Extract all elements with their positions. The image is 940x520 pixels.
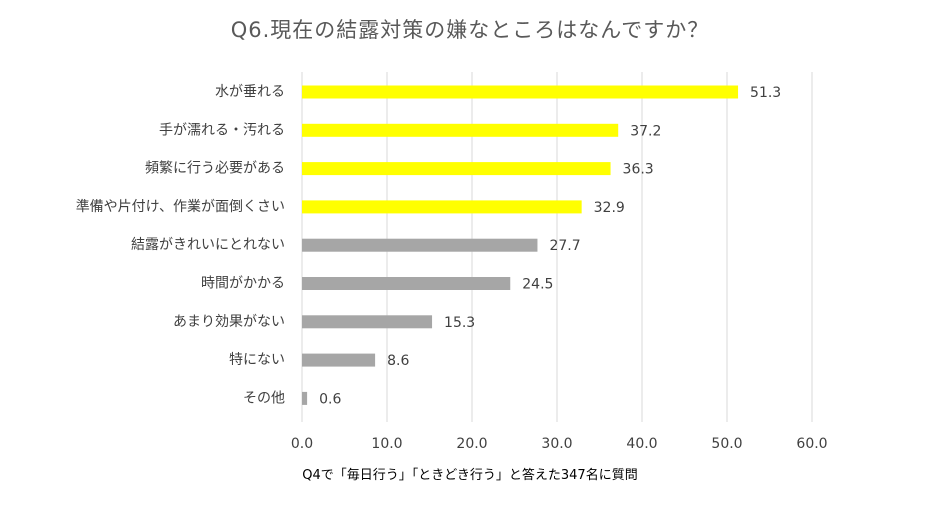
chart-footnote: Q4で「毎日行う」「ときどき行う」と答えた347名に質問 [302,468,638,483]
x-tick-label: 20.0 [456,436,487,452]
bar [302,353,376,367]
data-label: 8.6 [387,353,409,369]
data-label: 36.3 [623,162,654,178]
category-label: 頻繁に行う必要がある [145,161,285,177]
x-tick-label: 40.0 [626,436,657,452]
category-label: 手が濡れる・汚れる [159,122,285,138]
bar [302,238,538,252]
data-label: 24.5 [522,277,553,293]
bar [302,391,308,405]
data-label: 0.6 [319,391,341,407]
category-label: あまり効果がない [173,314,285,330]
x-tick-label: 50.0 [711,436,742,452]
bar [302,200,582,214]
chart-title: Q6.現在の結露対策の嫌なところはなんですか？ [230,18,710,42]
category-label: 結露がきれいにとれない [131,237,285,253]
category-label: 水が垂れる [215,84,285,100]
data-label: 37.2 [630,123,661,139]
bar [302,277,511,290]
bar [302,162,611,176]
category-label: 準備や片付け、作業が面倒くさい [76,199,285,215]
category-label: 時間がかかる [201,276,285,292]
x-tick-label: 60.0 [796,436,827,452]
category-label: その他 [243,390,285,406]
data-label: 27.7 [549,238,580,254]
x-tick-label: 10.0 [371,436,402,452]
x-tick-label: 0.0 [291,436,313,452]
category-label: 特にない [229,352,285,368]
data-label: 51.3 [750,85,781,101]
x-tick-label: 30.0 [541,436,572,452]
data-label: 15.3 [444,315,475,331]
bar [302,123,619,137]
bar [302,85,739,99]
data-label: 32.9 [594,200,625,216]
bar [302,315,433,329]
